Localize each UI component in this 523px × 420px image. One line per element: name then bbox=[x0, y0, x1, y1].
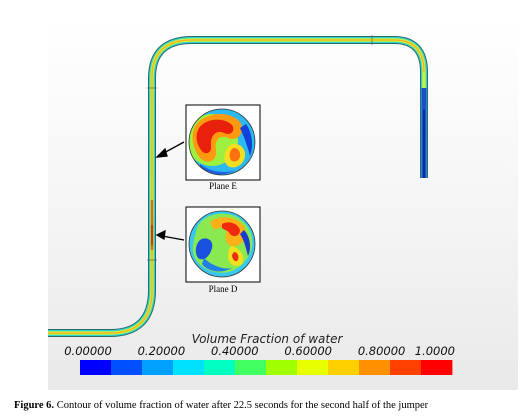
scale-swatch bbox=[297, 360, 329, 375]
scale-swatch bbox=[421, 360, 453, 375]
scale-tick-label: 0.80000 bbox=[358, 344, 406, 358]
scale-tick-label: 0.60000 bbox=[284, 344, 332, 358]
scale-swatch bbox=[80, 360, 112, 375]
scale-bar bbox=[80, 360, 453, 375]
scale-tick-label: 1.0000 bbox=[415, 344, 455, 358]
scale-swatch bbox=[328, 360, 360, 375]
scale-swatch bbox=[359, 360, 391, 375]
scale-swatch bbox=[111, 360, 143, 375]
scale-swatch bbox=[173, 360, 205, 375]
plane-arrows bbox=[155, 141, 185, 241]
scale-tick-labels: 0.00000 0.20000 0.40000 0.60000 0.80000 1.000… bbox=[64, 344, 455, 358]
plane-e-label: Plane E bbox=[209, 181, 237, 191]
plane-e-inset: Plane E bbox=[185, 104, 261, 191]
color-scale: Volume Fraction of water 0.00000 0.20000 0… bbox=[64, 332, 455, 375]
plane-d-inset: Plane D bbox=[185, 206, 261, 294]
caption-label: Figure 6. bbox=[14, 400, 55, 411]
scale-tick-label: 0.00000 bbox=[64, 344, 112, 358]
scale-tick-label: 0.40000 bbox=[211, 344, 259, 358]
scale-tick-label: 0.20000 bbox=[138, 344, 186, 358]
scale-swatch bbox=[142, 360, 174, 375]
scale-swatch bbox=[204, 360, 236, 375]
scale-swatch bbox=[390, 360, 422, 375]
scale-swatch bbox=[235, 360, 267, 375]
jumper-pipe bbox=[48, 35, 428, 337]
caption-text: Contour of volume fraction of water afte… bbox=[56, 400, 429, 411]
scale-swatch bbox=[266, 360, 298, 375]
scale-title: Volume Fraction of water bbox=[192, 332, 344, 346]
figure-caption: Figure 6. Contour of volume fraction of … bbox=[14, 400, 514, 411]
plane-d-label: Plane D bbox=[209, 284, 238, 294]
